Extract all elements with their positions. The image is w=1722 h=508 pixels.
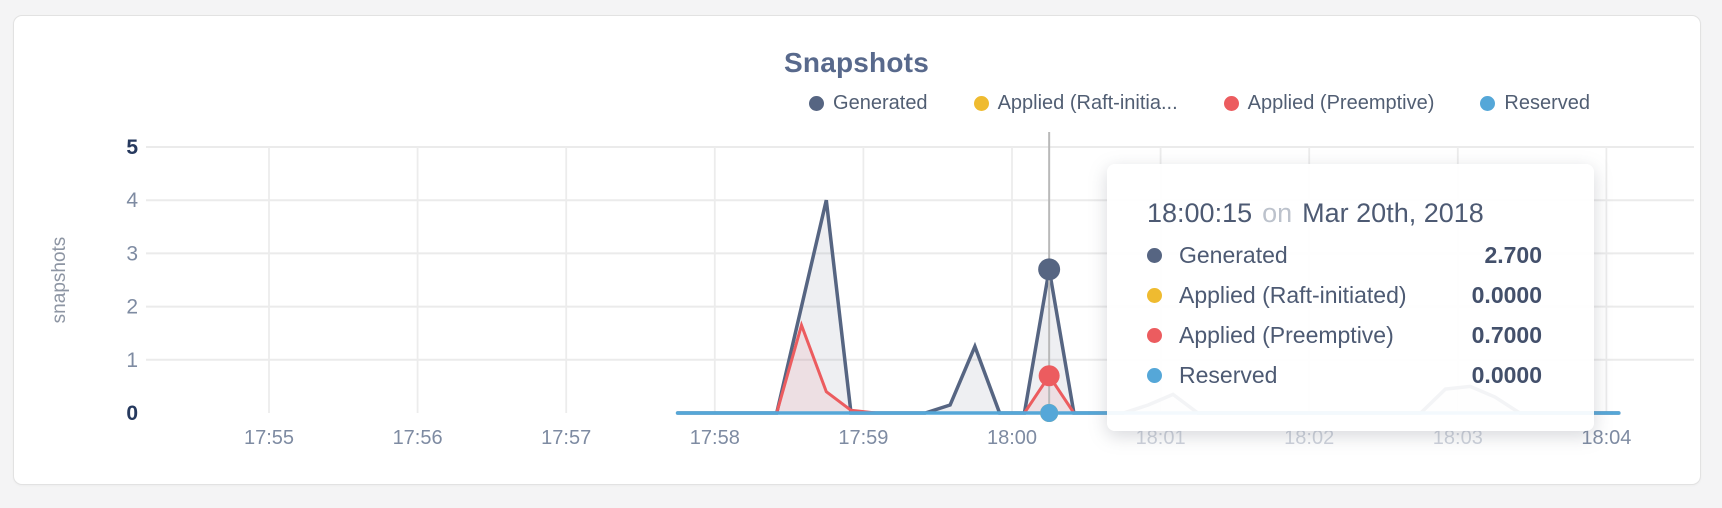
series-dot-icon [1147,248,1162,263]
series-dot-icon [1147,328,1162,343]
y-tick-label: 1 [126,349,138,372]
legend-label: Applied (Preemptive) [1247,92,1435,114]
legend-dot-icon [809,96,825,111]
tooltip-date: Mar 20th, 2018 [1302,198,1484,228]
legend-dot-icon [1223,96,1239,111]
y-tick-label: 2 [126,296,138,319]
y-axis-title: snapshots [49,236,70,324]
x-tick-label: 17:57 [541,427,591,449]
chart-title: Snapshots [784,47,929,78]
tooltip-row-applied-preemptive: Applied (Preemptive) 0.7000 [1147,322,1542,349]
tooltip-row-label: Reserved [1179,362,1278,388]
legend-item-applied-preemptive[interactable]: Applied (Preemptive) [1223,92,1435,115]
x-tick-label: 17:58 [690,427,740,449]
x-tick-label: 18:04 [1581,427,1631,449]
tooltip-row-generated: Generated 2.700 [1147,242,1542,269]
legend-label: Generated [833,92,928,114]
legend-label: Applied (Raft-initia... [997,92,1178,114]
x-tick-label: 18:03 [1433,427,1483,449]
hover-dot [1040,404,1059,422]
x-tick-label: 18:02 [1284,427,1334,449]
x-tick-label: 17:56 [393,427,443,449]
legend: Generated Applied (Raft-initia... Applie… [809,92,1590,115]
hover-tooltip: 18:00:15 on Mar 20th, 2018 Generated 2.700… [1107,164,1594,431]
tooltip-row-value: 0.7000 [1471,322,1542,348]
legend-item-reserved[interactable]: Reserved [1480,92,1590,115]
tooltip-row-applied-raft: Applied (Raft-initiated) 0.0000 [1147,282,1542,309]
legend-label: Reserved [1504,92,1590,114]
legend-item-generated[interactable]: Generated [809,92,928,115]
tooltip-row-label: Generated [1179,242,1288,268]
tooltip-row-value: 2.700 [1484,242,1542,268]
x-tick-label: 18:01 [1136,427,1186,449]
hover-dot [1038,365,1060,387]
y-tick-label: 4 [126,189,138,212]
legend-item-applied-raft[interactable]: Applied (Raft-initia... [973,92,1178,115]
y-tick-label: 3 [126,242,138,265]
tooltip-header: 18:00:15 on Mar 20th, 2018 [1147,198,1542,229]
tooltip-row-label: Applied (Preemptive) [1179,322,1394,348]
tooltip-row-reserved: Reserved 0.0000 [1147,362,1542,389]
series-dot-icon [1147,288,1162,303]
tooltip-row-value: 0.0000 [1471,282,1542,308]
legend-dot-icon [973,96,989,111]
y-tick-label: 5 [126,136,138,159]
tooltip-row-value: 0.0000 [1471,362,1542,388]
tooltip-row-label: Applied (Raft-initiated) [1179,282,1407,308]
legend-dot-icon [1480,96,1496,111]
x-tick-label: 17:55 [244,427,294,449]
x-tick-label: 17:59 [838,427,888,449]
hover-dot [1038,258,1061,281]
tooltip-time: 18:00:15 [1147,198,1253,228]
tooltip-on: on [1262,198,1293,228]
series-dot-icon [1147,368,1162,383]
x-tick-label: 18:00 [987,427,1037,449]
y-tick-label: 0 [126,402,138,425]
